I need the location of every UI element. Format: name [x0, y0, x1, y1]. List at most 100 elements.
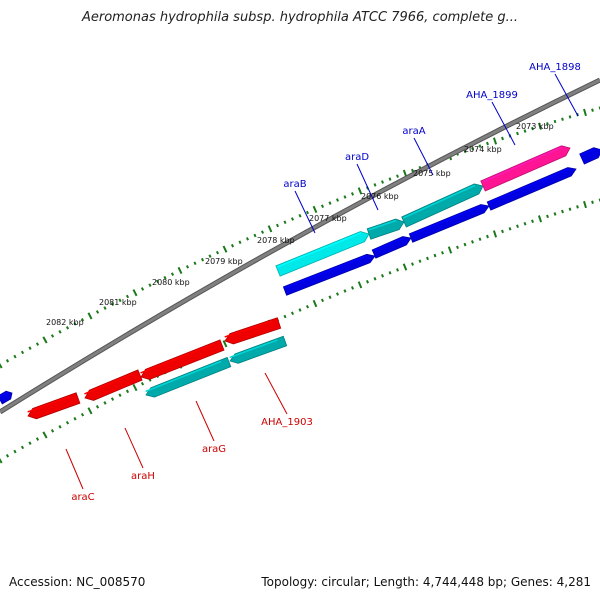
- outer-ring-minor-tick: [253, 233, 257, 238]
- gene-arrow-aha1903-highlight: [224, 320, 272, 338]
- outer-ring-minor-tick: [381, 180, 384, 184]
- gene-arrow-blue-highlight: [284, 255, 368, 289]
- inner-ring-minor-tick: [380, 274, 385, 278]
- gene-label-forward: AHA_1898: [529, 62, 581, 73]
- outer-ring-minor-tick: [103, 306, 107, 310]
- outer-ring-minor-tick: [20, 350, 25, 355]
- gene-arrow-aha1899: [480, 145, 571, 192]
- gene-arrow-blue-highlight: [410, 205, 482, 236]
- gene-leader-line: [491, 101, 516, 146]
- inner-ring-minor-tick: [125, 389, 130, 394]
- outer-ring-minor-tick: [298, 213, 302, 218]
- outer-ring-minor-tick: [350, 192, 355, 196]
- outer-ring-minor-tick: [373, 183, 377, 187]
- inner-ring-minor-tick: [576, 205, 579, 209]
- outer-ring-minor-tick: [388, 177, 392, 181]
- inner-ring-minor-tick: [328, 295, 332, 299]
- outer-ring-minor-tick: [65, 326, 70, 330]
- outer-ring-minor-tick: [125, 294, 130, 299]
- outer-ring-major-tick: [583, 108, 587, 117]
- topology-summary: Topology: circular; Length: 4,744,448 bp…: [261, 575, 591, 589]
- outer-ring-major-tick: [222, 245, 228, 253]
- backbone-line: [0, 78, 600, 414]
- gene-arrow-teal-highlight: [145, 360, 222, 393]
- gene-arrow-araa: [401, 183, 484, 228]
- outer-ring-major-tick: [132, 289, 138, 297]
- inner-ring-major-tick: [0, 457, 3, 464]
- ruler-label: 2073 kbp: [516, 122, 554, 131]
- gene-label-forward: araB: [283, 179, 306, 190]
- page-title: Aeromonas hydrophila subsp. hydrophila A…: [81, 10, 519, 25]
- gene-arrow-blue: [371, 236, 412, 259]
- outer-ring-minor-tick: [501, 136, 504, 141]
- outer-ring-minor-tick: [118, 298, 122, 303]
- inner-ring-major-tick: [357, 281, 363, 289]
- inner-ring-minor-tick: [591, 200, 594, 204]
- outer-ring-minor-tick: [238, 240, 242, 245]
- gene-arrow-arac: [27, 392, 81, 420]
- gene-arrow-aha1898-highlight: [580, 148, 595, 156]
- inner-ring-minor-tick: [298, 308, 302, 312]
- inner-ring-minor-tick: [478, 237, 482, 241]
- gene-arrow-aha1899-highlight: [481, 146, 563, 183]
- inner-ring-minor-tick: [471, 240, 474, 244]
- inner-ring-minor-tick: [290, 311, 295, 316]
- ruler-label: 2078 kbp: [257, 236, 295, 245]
- gene-arrow-blue-edge-highlight: [0, 391, 8, 398]
- gene-arrow-teal-highlight: [229, 339, 278, 359]
- inner-ring-minor-tick: [35, 437, 40, 441]
- outer-ring-minor-tick: [486, 141, 489, 146]
- inner-ring-major-tick: [222, 340, 228, 348]
- inner-ring-minor-tick: [456, 245, 459, 250]
- gene-arrow-blue-highlight: [488, 168, 569, 204]
- gene-leader-line: [554, 73, 579, 117]
- inner-ring-minor-tick: [58, 425, 62, 429]
- outer-ring-major-tick: [87, 312, 93, 320]
- outer-ring-major-tick: [42, 336, 48, 344]
- gene-leader-line: [65, 448, 84, 490]
- outer-ring-minor-tick: [561, 117, 564, 121]
- gene-arrow-blue: [486, 167, 577, 211]
- outer-ring-minor-tick: [553, 119, 557, 124]
- gene-arrow-araa-highlight: [402, 184, 476, 219]
- accession-text: Accession: NC_008570: [9, 575, 146, 589]
- outer-ring-minor-tick: [73, 322, 77, 326]
- outer-ring-minor-tick: [35, 342, 40, 346]
- outer-ring-minor-tick: [80, 318, 85, 322]
- ruler-label: 2079 kbp: [205, 257, 243, 266]
- outer-ring-minor-tick: [230, 243, 235, 248]
- outer-ring-minor-tick: [245, 237, 250, 241]
- gene-leader-line: [195, 400, 215, 442]
- inner-ring-minor-tick: [73, 416, 77, 421]
- gene-label-forward: AHA_1899: [466, 90, 518, 101]
- gene-arrow-arab: [275, 231, 370, 277]
- inner-ring-minor-tick: [365, 280, 370, 284]
- inner-ring-minor-tick: [118, 393, 122, 397]
- outer-ring-minor-tick: [170, 272, 175, 276]
- ruler-label: 2076 kbp: [361, 192, 399, 201]
- inner-ring-minor-tick: [335, 292, 340, 296]
- inner-ring-minor-tick: [28, 441, 32, 445]
- outer-ring-major-tick: [492, 137, 498, 145]
- inner-ring-minor-tick: [20, 445, 25, 450]
- gene-arrow-arac-highlight: [27, 395, 71, 413]
- outer-ring-minor-tick: [260, 230, 265, 234]
- dna-backbone: [0, 77, 600, 415]
- gene-leader-line: [264, 372, 288, 415]
- ruler-label: 2074 kbp: [464, 145, 502, 154]
- outer-ring-minor-tick: [523, 129, 527, 133]
- inner-ring-major-tick: [537, 215, 543, 223]
- outer-ring-minor-tick: [148, 283, 152, 287]
- outer-ring-minor-tick: [463, 149, 467, 154]
- outer-ring-major-tick: [0, 362, 3, 369]
- outer-ring-minor-tick: [163, 275, 167, 280]
- outer-ring-minor-tick: [305, 210, 310, 215]
- inner-ring-minor-tick: [426, 256, 429, 261]
- gene-arrow-blue-highlight: [373, 237, 404, 252]
- inner-ring-minor-tick: [561, 209, 564, 214]
- outer-ring-minor-tick: [343, 195, 347, 199]
- inner-ring-minor-tick: [508, 227, 512, 231]
- inner-ring-minor-tick: [516, 224, 519, 229]
